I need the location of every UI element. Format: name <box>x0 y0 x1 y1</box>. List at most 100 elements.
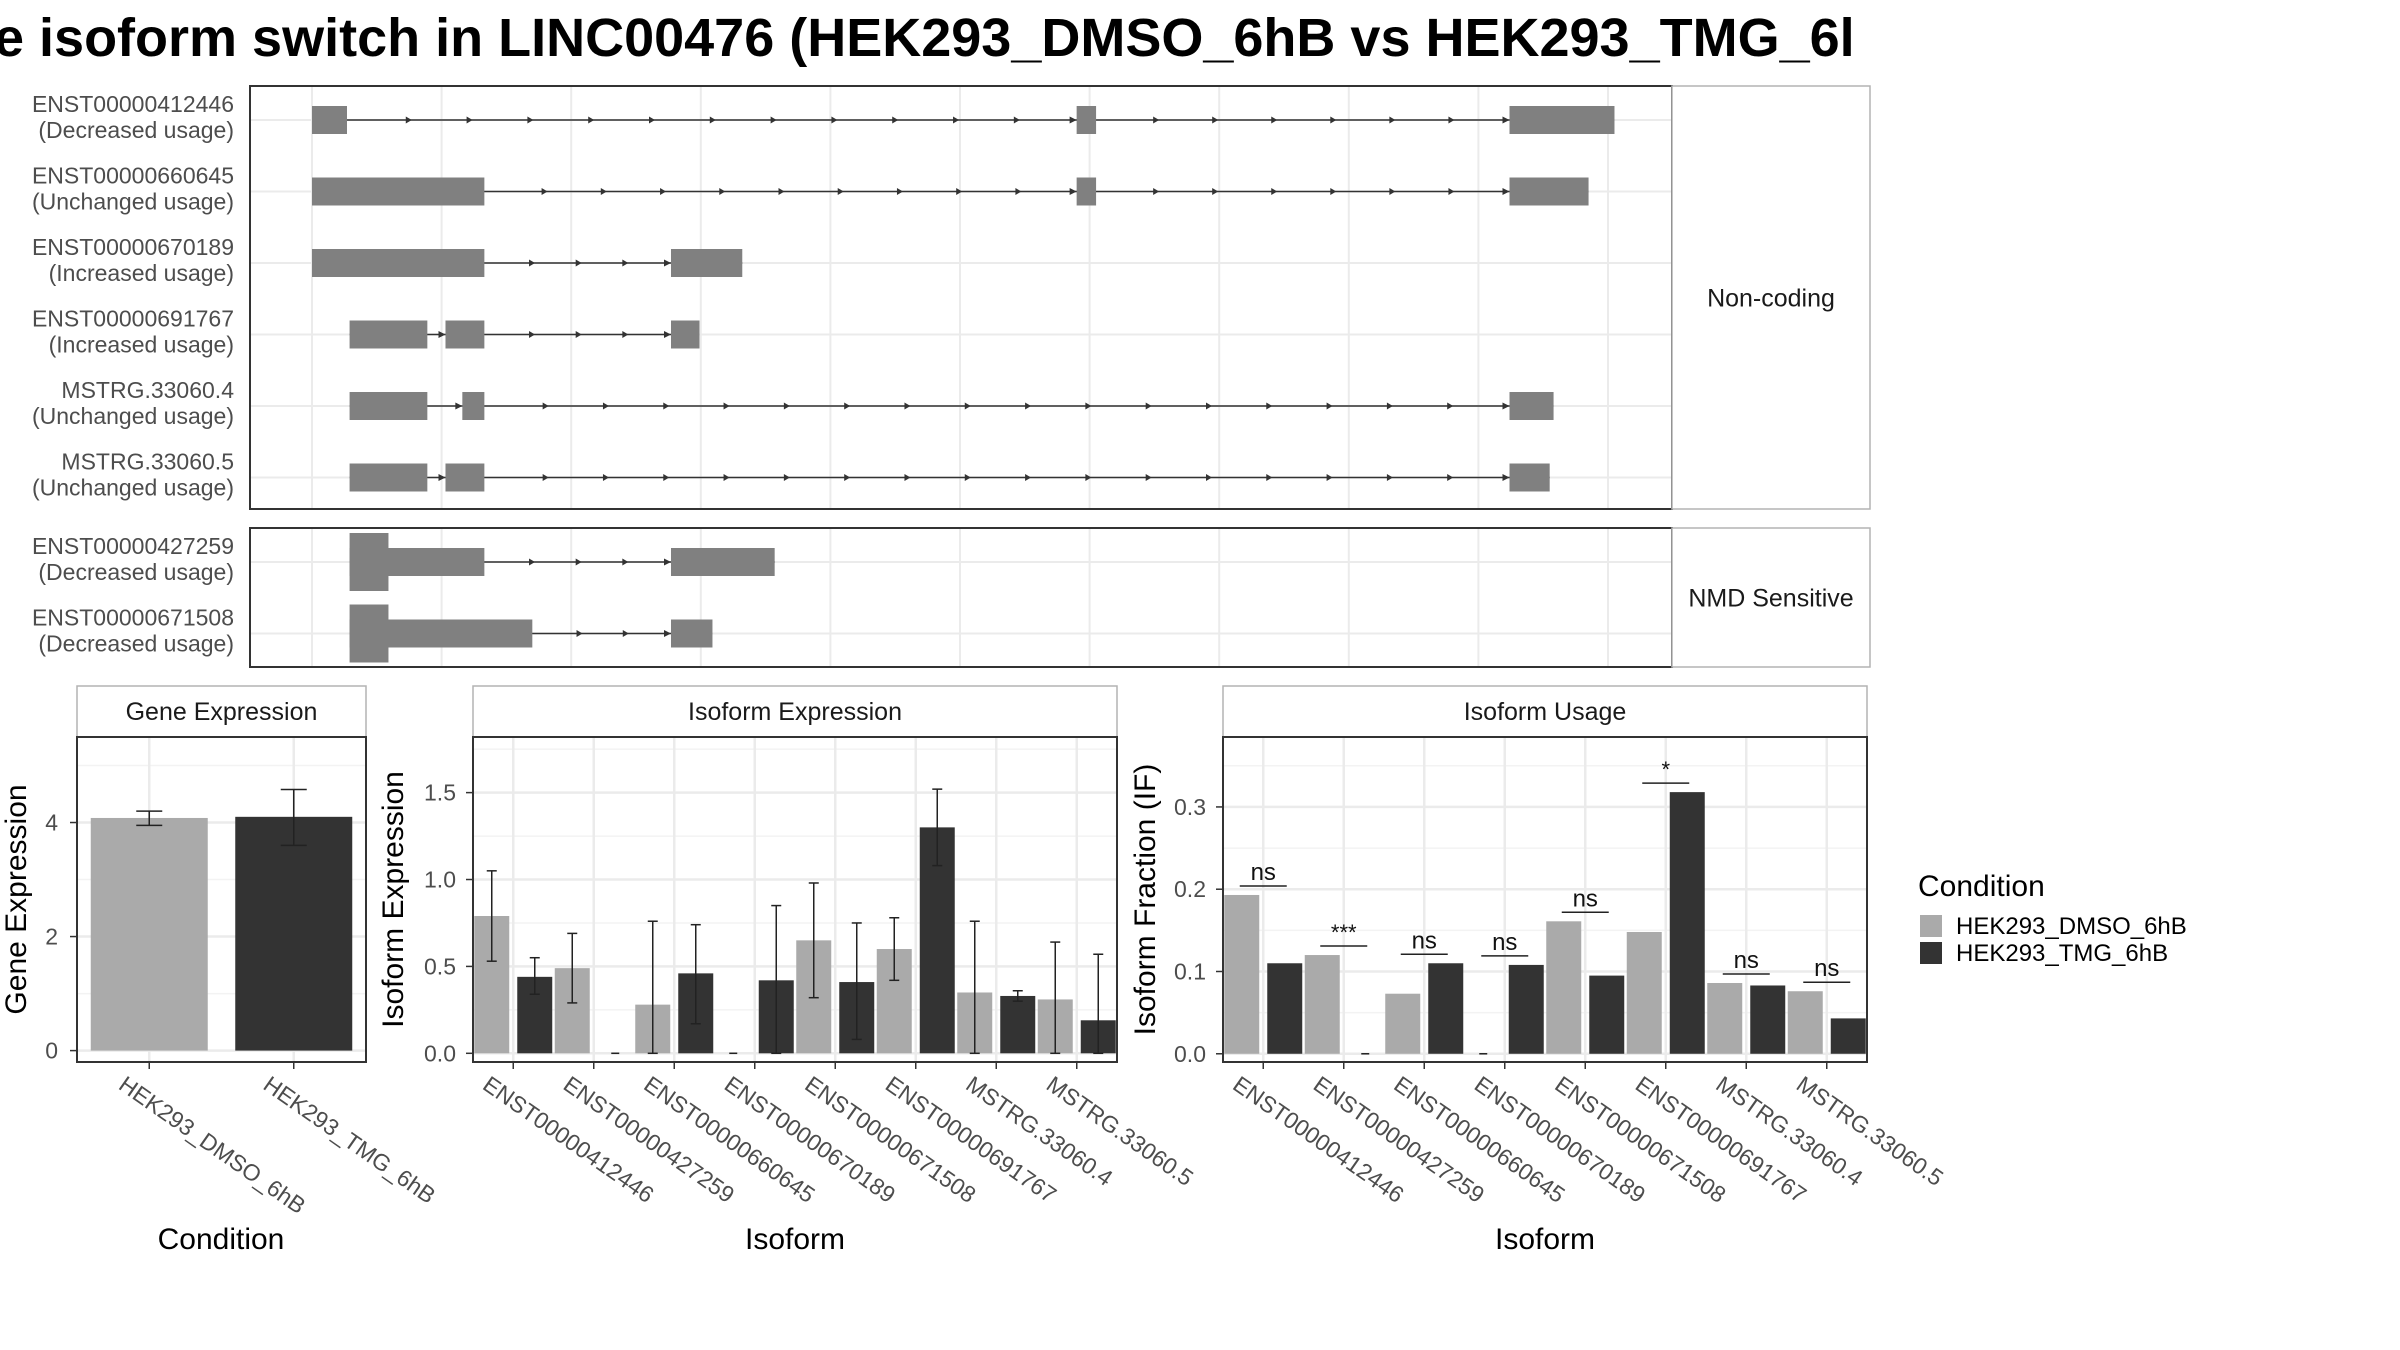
intron-arrow <box>1326 474 1333 481</box>
isoform-label: ENST00000671508 <box>32 605 234 631</box>
legend-label-dmso: HEK293_DMSO_6hB <box>1956 913 2187 940</box>
isoform-label: ENST00000670189 <box>32 234 234 260</box>
intron-arrow <box>831 116 838 124</box>
bar <box>1267 963 1303 1054</box>
bar <box>1626 932 1662 1054</box>
intron-arrow <box>896 188 903 195</box>
panel-title: Isoform Usage <box>1464 698 1627 726</box>
exon-block <box>1076 177 1097 206</box>
intron-arrow <box>602 402 609 410</box>
intron-arrow <box>438 331 446 338</box>
isoform-structure-panel: ENST00000412446(Decreased usage)ENST0000… <box>32 85 1871 668</box>
y-tick-label: 0.1 <box>1174 958 1206 984</box>
bar <box>1589 975 1625 1054</box>
bar <box>1669 792 1705 1054</box>
intron-arrow <box>1448 116 1455 124</box>
panel-border <box>1222 736 1868 1063</box>
panel-border <box>472 736 1118 1063</box>
intron-arrow <box>1153 188 1160 195</box>
y-axis-title: Isoform Expression <box>377 771 410 1028</box>
intron-arrow <box>575 331 582 338</box>
intron-arrow <box>1015 188 1022 195</box>
intron-arrow <box>405 116 412 124</box>
legend-swatch-dmso <box>1920 915 1942 937</box>
intron-arrow <box>575 259 582 267</box>
bar <box>1546 921 1582 1054</box>
bar <box>1224 894 1260 1054</box>
intron-arrow <box>1271 188 1278 195</box>
legend-label-tmg: HEK293_TMG_6hB <box>1956 940 2168 967</box>
isoform-label: ENST00000660645 <box>32 163 234 189</box>
intron-arrow <box>663 259 671 267</box>
exon-block <box>445 320 485 349</box>
bar <box>1428 963 1464 1054</box>
panel-title: Isoform Expression <box>688 698 902 726</box>
intron-arrow <box>778 188 785 195</box>
intron-arrow <box>1386 402 1393 410</box>
isoform-status-label: (Increased usage) <box>49 260 234 286</box>
intron-arrow <box>783 474 790 481</box>
exon-block <box>312 177 485 206</box>
y-tick-label: 0.5 <box>424 953 456 979</box>
intron-arrow <box>455 402 463 410</box>
isoform-status-label: (Decreased usage) <box>38 117 234 143</box>
intron-arrow <box>1025 474 1032 481</box>
intron-arrow <box>622 558 629 566</box>
significance-label: ns <box>1573 885 1598 912</box>
intron-arrow <box>892 116 899 124</box>
exon-block <box>670 320 700 349</box>
group-strip-label: NMD Sensitive <box>1688 585 1853 613</box>
y-tick-label: 1.5 <box>424 780 456 806</box>
legend-title: Condition <box>1918 870 2045 903</box>
exon-block <box>670 619 713 648</box>
significance-label: ns <box>1814 955 1839 982</box>
exon-block <box>349 392 428 420</box>
isoform-label: ENST00000691767 <box>32 306 234 332</box>
bar <box>1750 985 1786 1054</box>
intron-arrow <box>1502 474 1510 481</box>
intron-arrow <box>576 630 583 637</box>
bar <box>1830 1018 1866 1054</box>
y-tick-label: 4 <box>45 810 58 836</box>
group-strip-label: Non-coding <box>1707 285 1835 313</box>
panel-strip <box>1222 685 1868 738</box>
intron-arrow <box>1502 188 1510 195</box>
intron-arrow <box>602 474 609 481</box>
intron-arrow <box>660 188 667 195</box>
y-tick-label: 0.2 <box>1174 876 1206 902</box>
intron-arrow <box>1389 188 1396 195</box>
panel-strip <box>472 685 1118 738</box>
intron-arrow <box>956 188 963 195</box>
intron-arrow <box>719 188 726 195</box>
intron-arrow <box>1145 474 1152 481</box>
exon-block <box>349 463 428 492</box>
intron-arrow <box>723 402 730 410</box>
intron-arrow <box>1447 474 1454 481</box>
intron-arrow <box>438 474 446 481</box>
intron-arrow <box>663 558 671 566</box>
exon-block <box>670 249 743 277</box>
exon-block <box>1509 106 1615 134</box>
y-axis-title: Gene Expression <box>0 784 33 1014</box>
exon-block-tall <box>349 604 389 663</box>
bar <box>235 816 353 1051</box>
intron-arrow <box>1502 116 1510 124</box>
y-tick-label: 0 <box>45 1038 58 1064</box>
intron-arrow <box>1205 474 1212 481</box>
x-tick-label: MSTRG.33060.5 <box>1042 1071 1198 1191</box>
isoform-status-label: (Unchanged usage) <box>32 403 234 429</box>
structure-strip <box>1671 85 1871 510</box>
intron-arrow <box>1085 402 1092 410</box>
intron-arrow <box>904 402 911 410</box>
intron-arrow <box>953 116 960 124</box>
exon-block <box>349 320 428 349</box>
intron-arrow <box>1330 116 1337 124</box>
legend-swatch-tmg <box>1920 942 1942 964</box>
intron-arrow <box>1205 402 1212 410</box>
intron-arrow <box>709 116 716 124</box>
bar <box>1000 995 1036 1054</box>
intron-arrow <box>1502 402 1510 410</box>
exon-block <box>670 548 775 576</box>
x-axis-title: Isoform <box>1495 1223 1595 1256</box>
intron-arrow <box>663 402 670 410</box>
